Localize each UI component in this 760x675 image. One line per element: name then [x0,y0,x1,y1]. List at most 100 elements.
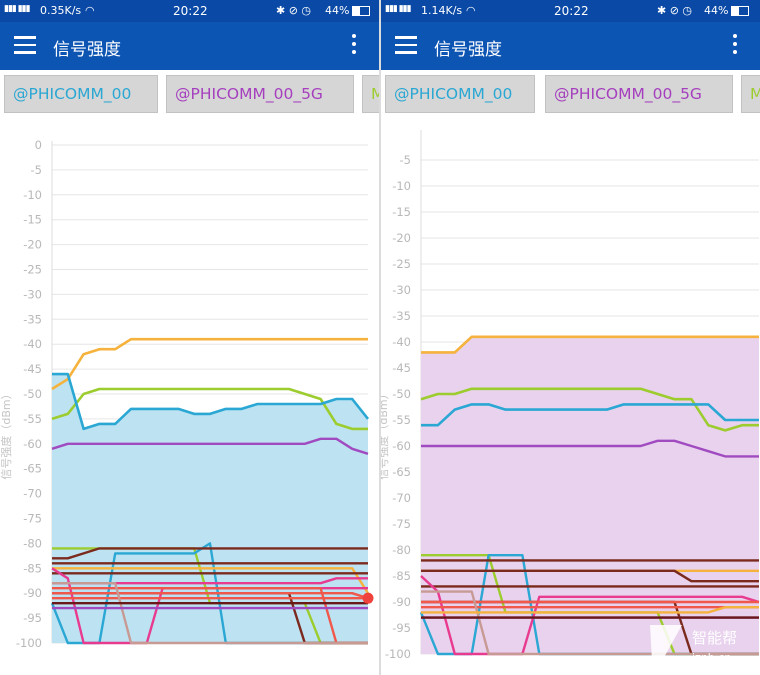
series-line [52,592,369,600]
y-tick-label: -80 [392,543,411,557]
tab-phicomm-00-5g[interactable]: @PHICOMM_00_5G [166,75,354,113]
y-tick-label: -70 [23,487,42,501]
y-tick-label: -55 [392,413,411,427]
more-options-icon[interactable] [351,34,357,58]
y-tick-label: -65 [23,462,42,476]
series-line [420,575,760,656]
series-line [421,439,759,458]
menu-icon[interactable] [14,36,36,54]
y-tick-label: -70 [392,491,411,505]
y-tick-label: -65 [392,465,411,479]
left-screen: ▮▮▮ ▮▮▮ 0.35K/s ◠ 20:22 ✱ ⊘ ◷ 44% 信号强度 @… [0,0,379,675]
y-tick-label: -75 [392,517,411,531]
y-tick-label: -100 [385,647,411,661]
app-bar: 信号强度 [0,22,379,70]
y-tick-label: -15 [23,213,42,227]
y-tick-label: -10 [392,179,411,193]
y-tick-label: -20 [23,238,42,252]
wifi-icon: ◠ [466,4,476,17]
y-axis-label: 信号强度（dBm） [0,388,13,479]
wifi-icon: ◠ [85,4,95,17]
series-line [52,547,368,560]
tab-m[interactable]: M [362,75,379,113]
y-tick-label: -90 [392,595,411,609]
right-screen: ▮▮▮ ▮▮▮ 1.14K/s ◠ 20:22 ✱ ⊘ ◷ 44% 信号强度 @… [381,0,760,675]
y-tick-label: -30 [23,287,42,301]
tab-phicomm-00-5g[interactable]: @PHICOMM_00_5G [545,75,733,113]
y-tick-label: -35 [392,309,411,323]
selected-network-area [421,336,759,654]
watermark-logo-icon [650,625,682,661]
series-line-m [51,387,368,431]
series-line-phicomm-00 [52,372,370,431]
y-tick-label: -55 [23,412,42,426]
more-options-icon[interactable] [732,34,738,58]
y-tick-label: -60 [392,439,411,453]
series-line-m [420,387,759,432]
signal-strength-chart: 0 -5 -10 -15 -20 -25 -30 -35 -40 -45 -50 -55 -60 -65 -… [0,138,374,650]
series-line [52,567,370,594]
y-tick-label: -25 [392,257,411,271]
current-point-marker [362,592,374,604]
app-title: 信号强度 [53,40,121,60]
y-tick-label: -10 [23,188,42,202]
network-speed: 0.35K/s [40,4,82,17]
y-tick-label: -95 [23,611,42,625]
y-tick-label: -5 [400,153,411,167]
y-tick-label: -60 [23,437,42,451]
y-tick-label: -100 [16,636,42,650]
y-tick-label: -30 [392,283,411,297]
series-line [51,437,369,455]
series-line [421,569,759,583]
y-tick-label: -45 [23,362,42,376]
series-line-phicomm-00 [421,403,759,427]
clock: 20:22 [173,4,208,18]
watermark-brand: 智能帮 [692,629,737,647]
selected-network-area [52,374,368,643]
y-axis-label: 信号强度（dBm） [381,388,390,479]
status-icons: ✱ ⊘ ◷ [657,4,693,17]
y-tick-label: -50 [23,387,42,401]
y-tick-label: -40 [23,337,42,351]
network-tabs: @PHICOMM_00 @PHICOMM_00_5G M [0,70,379,124]
status-bar: ▮▮▮ ▮▮▮ 0.35K/s ◠ 20:22 ✱ ⊘ ◷ 44% [0,0,379,22]
watermark: 智能帮 iznb.cn [650,625,737,664]
tab-phicomm-00[interactable]: @PHICOMM_00 [4,75,158,113]
battery-icon [731,6,749,16]
y-tick-label: -85 [23,561,42,575]
y-tick-label: -50 [392,387,411,401]
signal-strength-chart: -5 -10 -15 -20 -25 -30 -35 -40 -45 -50 -55 -60 -65 -7… [381,130,760,661]
watermark-url: iznb.cn [692,651,731,664]
battery-icon [352,6,370,16]
y-tick-label: -5 [31,163,42,177]
series-line [52,582,368,645]
battery-percent: 44% [704,4,729,17]
status-icons: ✱ ⊘ ◷ [276,4,312,17]
y-tick-label: -20 [392,231,411,245]
y-tick-label: -35 [23,312,42,326]
menu-icon[interactable] [395,36,417,54]
series-line [52,587,368,645]
y-tick-label: 0 [35,138,42,152]
app-bar: 信号强度 [381,22,760,70]
y-tick-label: -15 [392,205,411,219]
tab-m[interactable]: M [741,75,760,113]
network-tabs: @PHICOMM_00 @PHICOMM_00_5G M [381,70,760,124]
app-title: 信号强度 [434,40,502,60]
status-bar: ▮▮▮ ▮▮▮ 1.14K/s ◠ 20:22 ✱ ⊘ ◷ 44% [381,0,760,22]
cell-signal-icon: ▮▮▮ ▮▮▮ [385,4,412,14]
series-line-phicomm-00-5g [421,335,759,354]
clock: 20:22 [554,4,589,18]
y-tick-label: -75 [23,512,42,526]
series-line [421,606,759,614]
y-tick-label: -40 [392,335,411,349]
battery-percent: 44% [325,4,350,17]
y-tick-label: -80 [23,536,42,550]
y-tick-label: -85 [392,569,411,583]
series-line-phicomm-00-5g [51,337,368,391]
tab-phicomm-00[interactable]: @PHICOMM_00 [385,75,535,113]
y-tick-label: -90 [23,586,42,600]
network-speed: 1.14K/s [421,4,463,17]
y-tick-label: -95 [392,621,411,635]
cell-signal-icon: ▮▮▮ ▮▮▮ [4,4,31,14]
